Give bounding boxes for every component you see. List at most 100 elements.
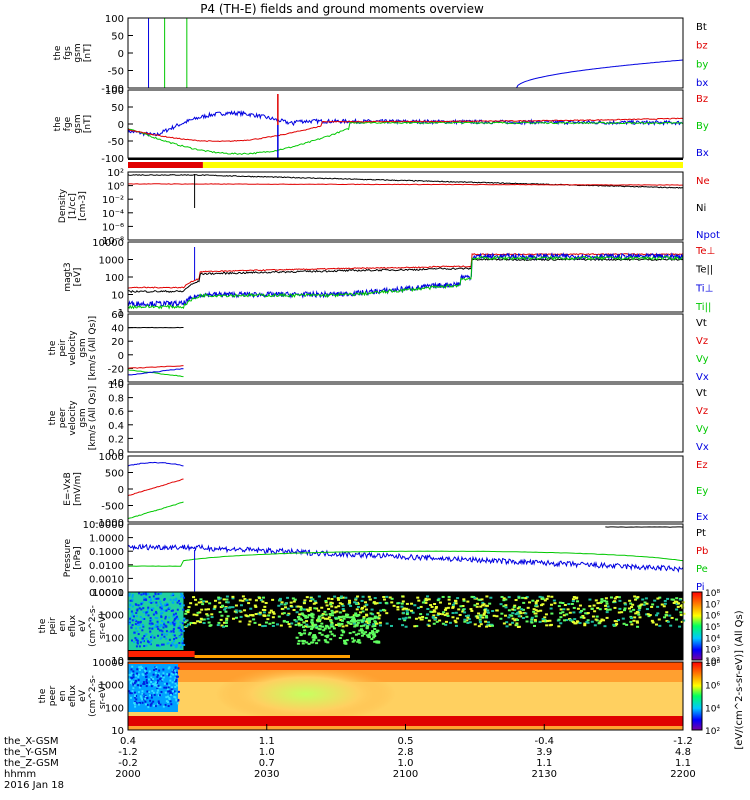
peir-spec-pixel [634,612,638,615]
peer-spec-pixel [149,703,152,706]
peir-spec-pixel [307,642,311,645]
panel-frame [127,17,684,89]
peir-spec-pixel [339,596,343,599]
peir-spec-pixel [182,626,185,629]
peer-spec-pixel [143,682,146,685]
peer-spec-pixel [172,669,175,672]
peir-spec-pixel [178,629,181,632]
peer-spec-pixel [153,704,156,707]
peir-spec-pixel [247,623,251,626]
peir-spec-pixel [508,614,512,617]
ytick-label: 0.0 [108,448,124,459]
peir-spec-pixel [168,606,171,609]
peir-spec-pixel [354,633,358,636]
peir-spec-pixel [514,599,518,602]
peir-spec-pixel [352,618,356,621]
peir-spec-pixel [670,616,674,619]
peir-spec-pixel [301,626,305,629]
peir-spec-pixel [243,598,247,601]
peir-spec-pixel [193,622,197,625]
peir-spec-pixel [632,619,636,622]
peir-spec-pixel [362,632,366,635]
peer-spec-pixel [166,682,169,685]
peir-spec-pixel [341,625,345,628]
peir-spec-pixel [336,597,340,600]
peer-spec-pixel [157,700,160,703]
peir-spec-pixel [156,625,159,628]
peer-spec-pixel [159,678,162,681]
ytick-label: 1000 [99,611,124,622]
peir-spec-pixel [320,622,324,625]
peer-spec-pixel [152,691,155,694]
peir-spec-pixel [463,611,467,614]
peer-spec-pixel [175,698,178,701]
peir-spec-pixel [351,620,355,623]
peir-spec-pixel [157,644,160,647]
ylabel-line: peir [58,339,68,357]
peir-spec-pixel [615,595,619,598]
peer-spec-pixel [145,685,148,688]
legend-fgs-0: Bt [696,22,707,33]
peir-spec-pixel [488,624,492,627]
pressure-pe-line [127,550,684,567]
peir-spec-lowband [128,651,195,657]
peir-spec-pixel [463,618,467,621]
peir-spec-pixel [134,637,137,640]
peir-spec-pixel [338,637,342,640]
peir-spec-pixel [226,601,230,604]
peir-spec-pixel [131,614,134,617]
peer-spec-pixel [149,699,152,702]
peir-spec-pixel [404,607,408,610]
peir-spec-pixel [376,616,380,619]
peir-spec-pixel [218,611,222,614]
peir-spec-pixel [363,605,367,608]
peir-spec-pixel [156,604,159,607]
peir-spec-pixel [161,612,164,615]
peir-spec-pixel [517,625,521,628]
peir-spec-pixel [456,597,460,600]
ylabel-line: velocity [68,400,78,436]
peer-spec-pixel [176,702,179,705]
peer-spec-pixel [177,690,180,693]
peer-spec-pixel [150,676,153,679]
peir-spec-pixel [175,612,178,615]
peir-spec-pixel [389,624,393,627]
peir-spec-pixel [484,615,488,618]
peir-spec-pixel [475,597,479,600]
peir-spec-pixel [680,604,684,607]
peer-spec-pixel [154,681,157,684]
peir-spec-pixel [602,619,606,622]
peir-spec-pixel [605,608,609,611]
peir-spec-pixel [149,630,152,633]
peir-spec-pixel [305,641,309,644]
ytick-label: -1000 [95,518,124,529]
peir-spec-pixel [271,621,275,624]
ylabel-line: magt3 [63,262,73,291]
peir-spec-pixel [368,598,372,601]
peir-spec-pixel [153,597,156,600]
peir-spec-pixel [678,598,682,601]
peir-spec-pixel [294,620,298,623]
peir-spec-pixel [477,598,481,601]
peir-spec-pixel [157,597,160,600]
peir-spec-pixel [334,616,338,619]
peir-spec-pixel [669,624,673,627]
peir-spec-pixel [239,615,243,618]
peir-spec-pixel [549,607,553,610]
peir-spec-pixel [163,632,166,635]
peir-spec-pixel [180,595,183,598]
peir-spec-pixel [200,600,204,603]
peir-spec-pixel [451,612,455,615]
peir-spec-pixel [473,604,477,607]
peir-spec-pixel [508,623,512,626]
ylabel-line: [nT] [83,44,93,62]
peir-spec-pixel [148,601,151,604]
peir-spec-pixel [131,605,134,608]
peir-spec-pixel [150,601,153,604]
peir-spec-pixel [140,608,143,611]
peir-spec-pixel [340,603,344,606]
peir-spec-pixel [625,623,629,626]
peir-spec-pixel [327,608,331,611]
peir-spec-pixel [313,600,317,603]
peer-spec-pixel [132,683,135,686]
